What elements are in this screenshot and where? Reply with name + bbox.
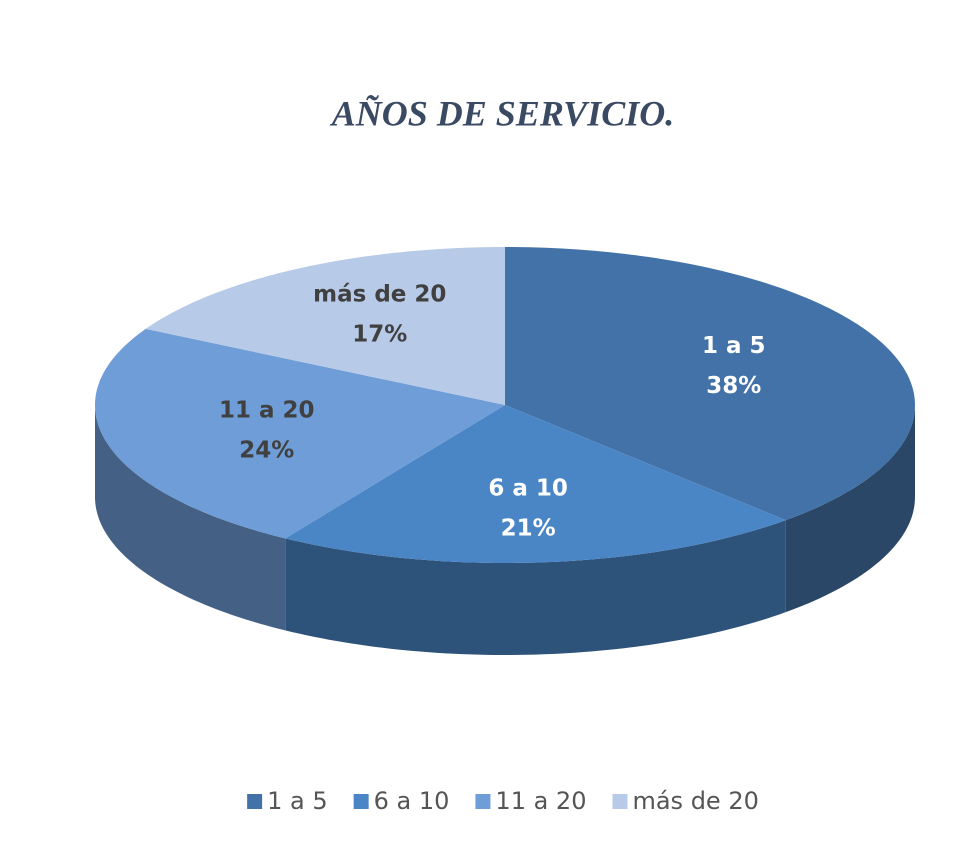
legend: 1 a 5 6 a 10 11 a 20 más de 20 (247, 787, 759, 815)
legend-swatch (612, 794, 628, 809)
slice-side (95, 405, 286, 631)
slice (145, 247, 505, 405)
legend-swatch (247, 794, 263, 809)
slice-side (785, 405, 915, 613)
legend-label: más de 20 (632, 787, 758, 815)
data-label-category: 1 a 5 (702, 333, 766, 359)
data-label-value: 24% (239, 437, 294, 463)
data-label-category: 6 a 10 (488, 475, 568, 501)
slice-side (285, 520, 786, 655)
data-label-value: 38% (706, 373, 761, 399)
chart-title: AÑOS DE SERVICIO. (330, 93, 674, 133)
data-label-category: más de 20 (313, 282, 446, 308)
slice (285, 405, 786, 563)
legend-swatch (475, 794, 491, 809)
legend-swatch (353, 794, 369, 809)
slice (505, 247, 915, 521)
slice (95, 328, 505, 539)
legend-label: 6 a 10 (374, 787, 450, 815)
data-label-value: 17% (352, 322, 407, 348)
data-labels: 1 a 5 38% 6 a 10 21% 11 a 20 24% más de 20 17% (219, 282, 766, 542)
data-label-category: 11 a 20 (219, 397, 315, 423)
pie-tops (95, 247, 915, 563)
legend-label: 11 a 20 (495, 787, 586, 815)
data-label-value: 21% (501, 515, 556, 541)
legend-label: 1 a 5 (267, 787, 328, 815)
pie-sides (95, 405, 915, 655)
